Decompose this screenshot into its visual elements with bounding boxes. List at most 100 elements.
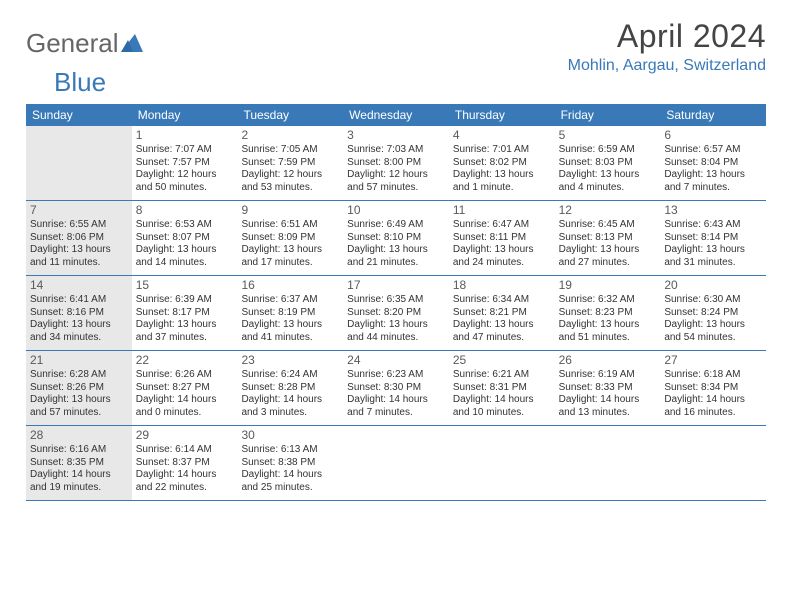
dl2-text: and 54 minutes. [664, 332, 762, 345]
dl2-text: and 21 minutes. [347, 257, 445, 270]
dl2-text: and 17 minutes. [241, 257, 339, 270]
dl1-text: Daylight: 13 hours [241, 244, 339, 257]
calendar-page: General April 2024 Mohlin, Aargau, Switz… [0, 0, 792, 501]
sunrise-text: Sunrise: 6:59 AM [559, 144, 657, 157]
sunrise-text: Sunrise: 6:41 AM [30, 294, 128, 307]
sunset-text: Sunset: 8:17 PM [136, 307, 234, 320]
sunrise-text: Sunrise: 6:26 AM [136, 369, 234, 382]
dl1-text: Daylight: 14 hours [241, 469, 339, 482]
sunrise-text: Sunrise: 6:23 AM [347, 369, 445, 382]
sunrise-text: Sunrise: 6:43 AM [664, 219, 762, 232]
sunset-text: Sunset: 8:30 PM [347, 382, 445, 395]
sunset-text: Sunset: 8:34 PM [664, 382, 762, 395]
day-cell: 15Sunrise: 6:39 AMSunset: 8:17 PMDayligh… [132, 276, 238, 350]
dl1-text: Daylight: 14 hours [347, 394, 445, 407]
day-number: 2 [241, 128, 339, 143]
sunset-text: Sunset: 8:33 PM [559, 382, 657, 395]
dl2-text: and 7 minutes. [347, 407, 445, 420]
sunrise-text: Sunrise: 7:05 AM [241, 144, 339, 157]
dl2-text: and 25 minutes. [241, 482, 339, 495]
day-cell: 24Sunrise: 6:23 AMSunset: 8:30 PMDayligh… [343, 351, 449, 425]
sunset-text: Sunset: 8:21 PM [453, 307, 551, 320]
location-text: Mohlin, Aargau, Switzerland [568, 57, 766, 75]
day-number: 23 [241, 353, 339, 368]
day-number: 26 [559, 353, 657, 368]
dayhead-wed: Wednesday [343, 104, 449, 126]
sunrise-text: Sunrise: 6:51 AM [241, 219, 339, 232]
day-cell: 7Sunrise: 6:55 AMSunset: 8:06 PMDaylight… [26, 201, 132, 275]
day-cell: 14Sunrise: 6:41 AMSunset: 8:16 PMDayligh… [26, 276, 132, 350]
week-row: 28Sunrise: 6:16 AMSunset: 8:35 PMDayligh… [26, 426, 766, 501]
day-number: 30 [241, 428, 339, 443]
day-number: 19 [559, 278, 657, 293]
sunrise-text: Sunrise: 6:30 AM [664, 294, 762, 307]
sunset-text: Sunset: 8:26 PM [30, 382, 128, 395]
sunrise-text: Sunrise: 6:34 AM [453, 294, 551, 307]
dl1-text: Daylight: 13 hours [559, 169, 657, 182]
dayhead-sun: Sunday [26, 104, 132, 126]
sunset-text: Sunset: 8:09 PM [241, 232, 339, 245]
dl1-text: Daylight: 12 hours [241, 169, 339, 182]
week-row: 7Sunrise: 6:55 AMSunset: 8:06 PMDaylight… [26, 201, 766, 276]
sunset-text: Sunset: 8:16 PM [30, 307, 128, 320]
dl1-text: Daylight: 14 hours [30, 469, 128, 482]
sunrise-text: Sunrise: 6:19 AM [559, 369, 657, 382]
dl2-text: and 0 minutes. [136, 407, 234, 420]
dl1-text: Daylight: 14 hours [664, 394, 762, 407]
month-title: April 2024 [568, 18, 766, 55]
day-number: 22 [136, 353, 234, 368]
day-number: 7 [30, 203, 128, 218]
day-cell: 22Sunrise: 6:26 AMSunset: 8:27 PMDayligh… [132, 351, 238, 425]
sunrise-text: Sunrise: 6:28 AM [30, 369, 128, 382]
dl1-text: Daylight: 13 hours [559, 244, 657, 257]
day-cell: 30Sunrise: 6:13 AMSunset: 8:38 PMDayligh… [237, 426, 343, 500]
sunrise-text: Sunrise: 6:39 AM [136, 294, 234, 307]
day-cell: 10Sunrise: 6:49 AMSunset: 8:10 PMDayligh… [343, 201, 449, 275]
day-cell: 2Sunrise: 7:05 AMSunset: 7:59 PMDaylight… [237, 126, 343, 200]
sunrise-text: Sunrise: 7:01 AM [453, 144, 551, 157]
sunrise-text: Sunrise: 6:32 AM [559, 294, 657, 307]
dl2-text: and 47 minutes. [453, 332, 551, 345]
sunset-text: Sunset: 8:14 PM [664, 232, 762, 245]
dl1-text: Daylight: 13 hours [347, 319, 445, 332]
day-cell: 3Sunrise: 7:03 AMSunset: 8:00 PMDaylight… [343, 126, 449, 200]
sunrise-text: Sunrise: 6:53 AM [136, 219, 234, 232]
day-cell: 12Sunrise: 6:45 AMSunset: 8:13 PMDayligh… [555, 201, 661, 275]
sunrise-text: Sunrise: 6:37 AM [241, 294, 339, 307]
day-cell: 23Sunrise: 6:24 AMSunset: 8:28 PMDayligh… [237, 351, 343, 425]
sunset-text: Sunset: 8:04 PM [664, 157, 762, 170]
sunrise-text: Sunrise: 6:55 AM [30, 219, 128, 232]
day-cell: 13Sunrise: 6:43 AMSunset: 8:14 PMDayligh… [660, 201, 766, 275]
dl2-text: and 24 minutes. [453, 257, 551, 270]
sunrise-text: Sunrise: 6:13 AM [241, 444, 339, 457]
dl1-text: Daylight: 13 hours [30, 244, 128, 257]
dl2-text: and 44 minutes. [347, 332, 445, 345]
day-number: 20 [664, 278, 762, 293]
day-cell: 9Sunrise: 6:51 AMSunset: 8:09 PMDaylight… [237, 201, 343, 275]
dl1-text: Daylight: 14 hours [136, 469, 234, 482]
dl1-text: Daylight: 13 hours [453, 319, 551, 332]
day-number: 18 [453, 278, 551, 293]
sunrise-text: Sunrise: 6:16 AM [30, 444, 128, 457]
day-cell: 18Sunrise: 6:34 AMSunset: 8:21 PMDayligh… [449, 276, 555, 350]
day-number: 24 [347, 353, 445, 368]
sunrise-text: Sunrise: 6:49 AM [347, 219, 445, 232]
dl2-text: and 31 minutes. [664, 257, 762, 270]
day-cell: 20Sunrise: 6:30 AMSunset: 8:24 PMDayligh… [660, 276, 766, 350]
day-number: 11 [453, 203, 551, 218]
day-cell: 8Sunrise: 6:53 AMSunset: 8:07 PMDaylight… [132, 201, 238, 275]
dl1-text: Daylight: 13 hours [664, 244, 762, 257]
dl2-text: and 53 minutes. [241, 182, 339, 195]
sunset-text: Sunset: 7:57 PM [136, 157, 234, 170]
day-cell [555, 426, 661, 500]
dayhead-thu: Thursday [449, 104, 555, 126]
sunset-text: Sunset: 8:00 PM [347, 157, 445, 170]
sunrise-text: Sunrise: 6:57 AM [664, 144, 762, 157]
dl2-text: and 14 minutes. [136, 257, 234, 270]
sunset-text: Sunset: 8:31 PM [453, 382, 551, 395]
day-number: 25 [453, 353, 551, 368]
dl1-text: Daylight: 13 hours [559, 319, 657, 332]
week-row: 21Sunrise: 6:28 AMSunset: 8:26 PMDayligh… [26, 351, 766, 426]
dl2-text: and 27 minutes. [559, 257, 657, 270]
sunset-text: Sunset: 8:38 PM [241, 457, 339, 470]
